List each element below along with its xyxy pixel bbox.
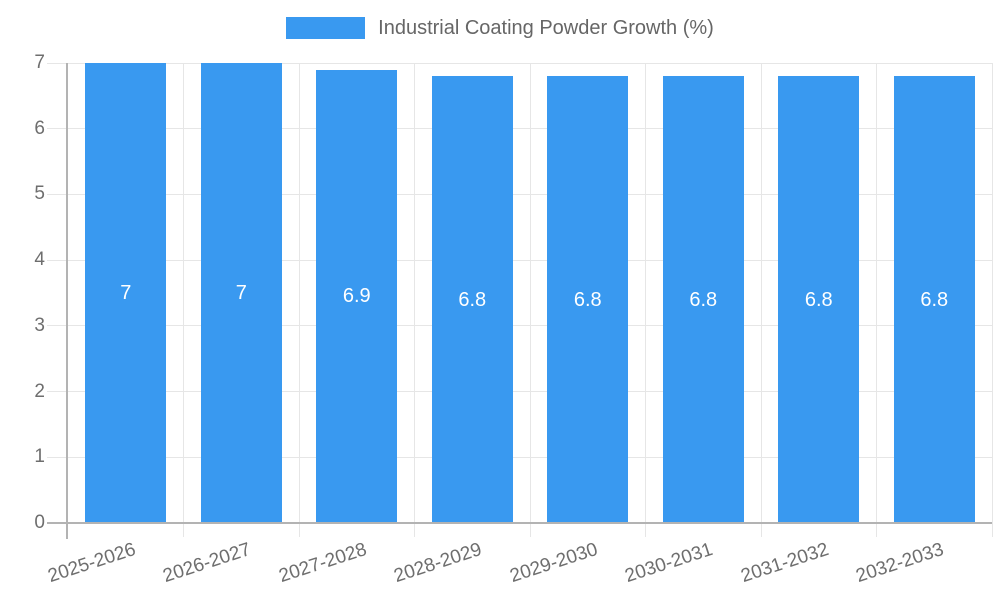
bar-value-label: 6.8 — [573, 288, 602, 311]
y-axis-tick-label: 3 — [34, 314, 45, 336]
x-gridline — [414, 63, 415, 537]
y-axis-tick — [47, 62, 68, 64]
bar-2030-2031[interactable] — [662, 76, 744, 523]
y-axis-tick — [47, 193, 68, 195]
y-axis-tick-label: 7 — [34, 52, 45, 73]
x-gridline — [645, 63, 646, 537]
bar-value-label: 6.9 — [342, 285, 371, 308]
x-gridline — [529, 63, 531, 537]
bar-2031-2032[interactable] — [778, 76, 860, 523]
x-axis-tick-label: 2029-2030 — [507, 539, 601, 588]
bar-value-label: 6.8 — [804, 288, 833, 311]
y-axis-tick-label: 0 — [34, 512, 45, 533]
y-axis-tick-label: 4 — [34, 249, 45, 271]
x-axis-tick-label: 2026-2027 — [160, 539, 254, 588]
y-axis-tick — [47, 128, 68, 130]
bar-value-label: 6.8 — [920, 288, 949, 311]
x-axis-tick-label: 2027-2028 — [276, 539, 370, 588]
y-axis-tick — [47, 325, 68, 327]
y-axis-line — [66, 63, 68, 539]
legend-swatch — [286, 17, 366, 39]
x-gridline — [298, 63, 300, 537]
x-axis-line — [47, 522, 992, 524]
legend-label: Industrial Coating Powder Growth (%) — [378, 17, 714, 39]
bar-value-label: 7 — [120, 282, 132, 304]
y-axis-tick — [47, 259, 68, 261]
bar-2028-2029[interactable] — [431, 76, 513, 523]
x-gridline — [760, 63, 762, 537]
x-gridline — [991, 63, 993, 537]
y-axis-tick-label: 5 — [34, 183, 45, 205]
bar-2025-2026[interactable] — [85, 63, 167, 523]
x-gridline — [183, 63, 184, 537]
x-axis-tick-label: 2031-2032 — [738, 539, 832, 588]
x-axis-tick-label: 2028-2029 — [391, 539, 485, 588]
y-axis-tick-label: 6 — [34, 117, 45, 139]
y-axis-tick — [47, 456, 68, 458]
bar-2032-2033[interactable] — [893, 76, 975, 523]
chart-legend[interactable]: Industrial Coating Powder Growth (%) — [0, 16, 1000, 40]
y-axis-tick-label: 2 — [34, 380, 45, 402]
x-axis-tick-label: 2025-2026 — [45, 539, 139, 588]
bar-2029-2030[interactable] — [547, 76, 629, 523]
x-gridline — [876, 63, 877, 537]
x-axis-tick-label: 2030-2031 — [622, 539, 716, 588]
x-axis-tick-label: 2032-2033 — [853, 539, 947, 588]
bar-value-label: 6.8 — [458, 288, 487, 311]
y-axis-tick — [47, 391, 68, 393]
y-axis-tick-label: 1 — [34, 446, 45, 468]
bar-2026-2027[interactable] — [200, 63, 282, 523]
bar-value-label: 7 — [235, 282, 247, 304]
bar-2027-2028[interactable] — [316, 69, 398, 523]
bar-value-label: 6.8 — [689, 288, 718, 311]
